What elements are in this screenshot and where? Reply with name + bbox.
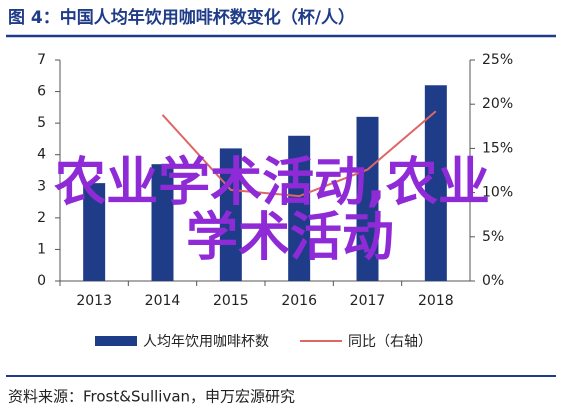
y-tick-label: 1 <box>37 241 46 257</box>
bar <box>151 164 174 281</box>
watermark: 农业学术活动,农业 <box>54 153 490 213</box>
source: 资料来源：Frost&Sullivan，申万宏源研究 <box>8 388 295 406</box>
legend-label: 同比（右轴） <box>348 334 432 350</box>
y-tick-label: 4 <box>37 147 46 163</box>
y-tick-label: 2 <box>37 210 46 226</box>
bar <box>219 148 242 281</box>
chart-title: 图 4：中国人均年饮用咖啡杯数变化（杯/人） <box>8 7 355 28</box>
x-tick-label: 2016 <box>281 293 317 309</box>
x-tick-label: 2017 <box>350 293 386 309</box>
legend-swatch <box>95 336 137 346</box>
watermark: 学术活动 <box>186 208 394 268</box>
bar <box>424 85 447 281</box>
y-tick-label: 0 <box>37 273 46 289</box>
y-tick-label: 6 <box>37 84 46 100</box>
legend-label: 人均年饮用咖啡杯数 <box>143 334 269 350</box>
line <box>161 110 437 198</box>
bar <box>356 116 379 281</box>
x-tick-label: 2014 <box>145 293 181 309</box>
y2-tick-label: 20% <box>482 96 513 112</box>
bar <box>83 183 106 281</box>
bar <box>288 135 311 281</box>
x-tick-label: 2018 <box>418 293 454 309</box>
x-tick-label: 2013 <box>76 293 112 309</box>
y2-tick-label: 15% <box>482 140 513 156</box>
y2-tick-label: 5% <box>482 229 504 245</box>
y-tick-label: 3 <box>37 178 46 194</box>
y2-tick-label: 0% <box>482 273 504 289</box>
y2-tick-label: 10% <box>482 185 513 201</box>
y2-tick-label: 25% <box>482 52 513 68</box>
x-tick-label: 2015 <box>213 293 249 309</box>
y-tick-label: 7 <box>37 52 46 68</box>
y-tick-label: 5 <box>37 115 46 131</box>
